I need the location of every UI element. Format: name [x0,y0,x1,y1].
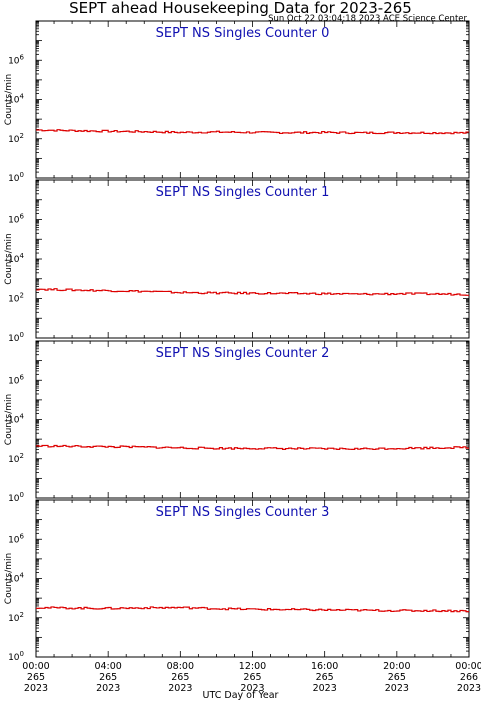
panel-frame-2 [35,340,470,499]
x-tick-time: 12:00 [239,661,266,672]
y-tick-label: 102 [8,292,24,305]
x-tick-day: 266 [460,672,478,683]
y-tick-label: 106 [8,213,24,226]
series-line-0-0 [36,129,469,135]
series-line-3-0 [36,606,469,613]
x-tick-day: 265 [99,672,117,683]
x-tick-year: 2023 [457,683,481,694]
x-tick-day: 265 [27,672,45,683]
y-tick-label: 102 [8,611,24,624]
x-tick-year: 2023 [313,683,337,694]
generation-timestamp: Sun Oct 22 03:04:18 2023 ACE Science Cen… [268,14,467,24]
x-tick-time: 00:00 [22,661,49,672]
x-tick-day: 265 [316,672,334,683]
panel-title-2: SEPT NS Singles Counter 2 [156,346,330,361]
panel-frame-1 [35,179,470,339]
y-tick-label: 106 [8,532,24,545]
x-tick-day: 265 [243,672,261,683]
x-tick-time: 16:00 [311,661,338,672]
panel-title-3: SEPT NS Singles Counter 3 [156,505,330,520]
x-tick-year: 2023 [385,683,409,694]
y-tick-label: 102 [8,452,24,465]
y-axis-label-2: Counts/min [4,394,14,445]
panel-frame-0 [35,20,470,179]
x-tick-day: 265 [388,672,406,683]
y-tick-label: 100 [8,331,24,344]
x-axis-label: UTC Day of Year [203,690,279,701]
x-tick-time: 04:00 [94,661,121,672]
x-tick-time: 00:00 [455,661,481,672]
y-axis-label-0: Counts/min [4,74,14,125]
y-tick-label: 102 [8,132,24,145]
series-line-1-0 [36,288,469,296]
series-line-2-0 [36,444,469,451]
panel-title-0: SEPT NS Singles Counter 0 [156,26,330,41]
y-tick-label: 106 [8,373,24,386]
panel-frame-3 [35,499,470,658]
y-tick-label: 106 [8,53,24,66]
x-tick-day: 265 [171,672,189,683]
x-tick-time: 20:00 [383,661,410,672]
y-tick-label: 100 [8,171,24,184]
x-tick-year: 2023 [96,683,120,694]
page-title: SEPT ahead Housekeeping Data for 2023-26… [69,0,412,17]
panel-title-1: SEPT NS Singles Counter 1 [156,185,330,200]
y-axis-label-3: Counts/min [4,553,14,604]
x-tick-year: 2023 [240,683,264,694]
y-axis-label-1: Counts/min [4,233,14,284]
x-tick-year: 2023 [168,683,192,694]
x-tick-year: 2023 [24,683,48,694]
x-tick-time: 08:00 [167,661,194,672]
y-tick-label: 100 [8,491,24,504]
